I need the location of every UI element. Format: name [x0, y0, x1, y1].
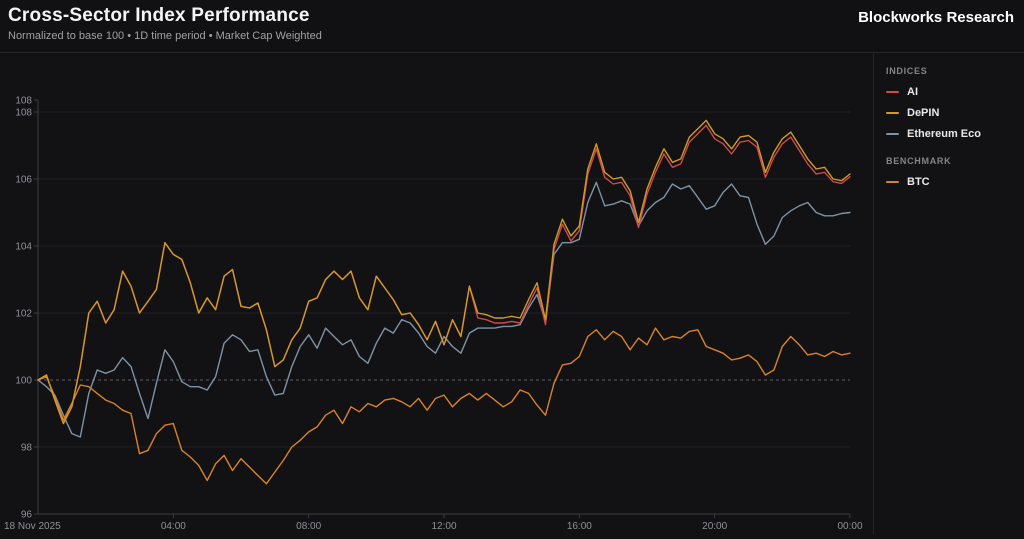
svg-text:102: 102 [15, 309, 32, 320]
svg-text:98: 98 [21, 443, 33, 454]
page-title: Cross-Sector Index Performance [8, 5, 310, 26]
svg-text:108: 108 [15, 96, 32, 107]
legend-item-ai[interactable]: AI [886, 86, 1024, 98]
svg-text:108: 108 [15, 108, 32, 119]
legend-section-indices: INDICES AI DePIN Ethereum Eco [886, 66, 1024, 140]
series-color-swatch [886, 91, 899, 93]
brand-logo: Blockworks Research [858, 9, 1014, 26]
page-header: Cross-Sector Index Performance Normalize… [0, 0, 1024, 53]
series-name: BTC [907, 176, 930, 188]
page-subtitle: Normalized to base 100 • 1D time period … [8, 30, 322, 42]
series-color-swatch [886, 112, 899, 114]
series-line-depin [37, 119, 851, 425]
svg-text:96: 96 [21, 510, 33, 521]
legend-section-benchmark: BENCHMARK BTC [886, 156, 1024, 188]
legend-item-ethereum-eco[interactable]: Ethereum Eco [886, 128, 1024, 140]
legend-item-btc[interactable]: BTC [886, 176, 1024, 188]
svg-text:12:00: 12:00 [431, 521, 456, 532]
legend-section-label: INDICES [886, 66, 928, 76]
series-color-swatch [886, 181, 899, 183]
series-name: Ethereum Eco [907, 128, 981, 140]
legend-section-label: BENCHMARK [886, 156, 952, 166]
header-titles: Cross-Sector Index Performance Normalize… [8, 5, 322, 42]
series-line-btc [37, 327, 851, 485]
series-color-swatch [886, 133, 899, 135]
series-line-ethereum-eco [37, 181, 851, 438]
legend-item-depin[interactable]: DePIN [886, 107, 1024, 119]
chart-legend: INDICES AI DePIN Ethereum Eco BENCHMARK BTC [873, 54, 1024, 534]
svg-text:16:00: 16:00 [567, 521, 592, 532]
series-name: DePIN [907, 107, 940, 119]
svg-text:00:00: 00:00 [837, 521, 862, 532]
svg-text:106: 106 [15, 175, 32, 186]
series-name: AI [907, 86, 918, 98]
svg-text:08:00: 08:00 [296, 521, 321, 532]
svg-text:104: 104 [15, 242, 32, 253]
svg-text:04:00: 04:00 [161, 521, 186, 532]
svg-text:100: 100 [15, 376, 32, 387]
svg-text:18 Nov 2025: 18 Nov 2025 [4, 521, 61, 532]
svg-text:20:00: 20:00 [702, 521, 727, 532]
chart-region: 96 98 100 102 104 106 108 108 04:00 08:00 12:00 16:… [0, 54, 873, 534]
